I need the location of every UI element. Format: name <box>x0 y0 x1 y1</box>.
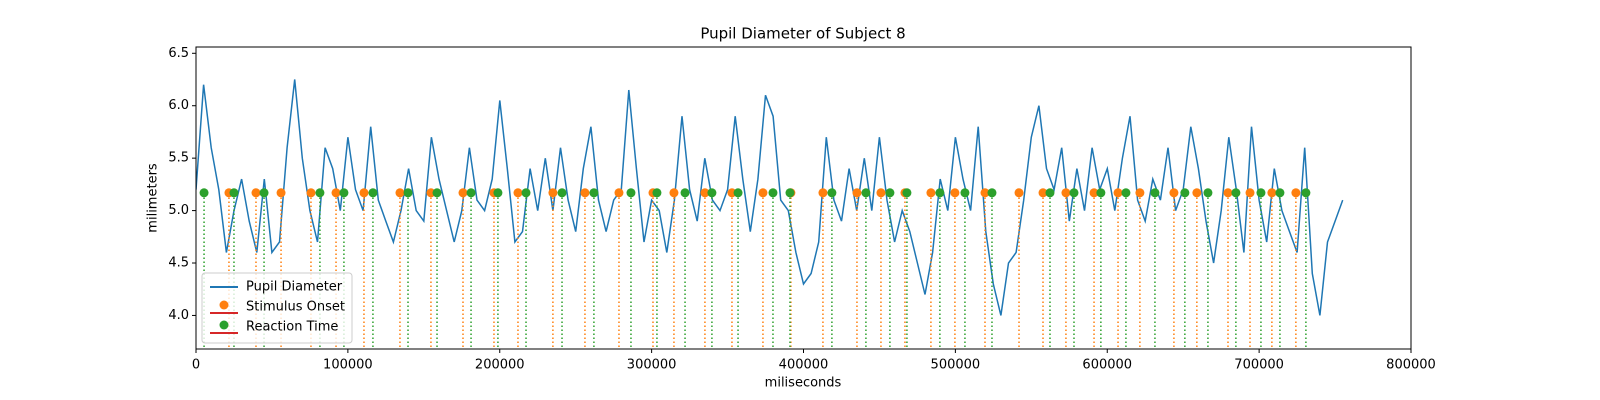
stem-marker <box>251 188 261 198</box>
stem-marker <box>466 188 476 198</box>
stem-marker <box>876 188 886 198</box>
stem-marker <box>395 188 405 198</box>
stem-marker <box>557 188 567 198</box>
stem-marker <box>785 188 795 198</box>
stem-marker <box>758 188 768 198</box>
stem-marker <box>1089 188 1099 198</box>
x-axis-label: miliseconds <box>765 376 842 391</box>
x-tick-label: 600000 <box>1082 358 1132 373</box>
stem-marker <box>980 188 990 198</box>
stem-marker <box>852 188 862 198</box>
stem-marker <box>700 188 710 198</box>
plot-area <box>196 79 1344 349</box>
stem-marker <box>368 188 378 198</box>
stem-marker <box>1121 188 1131 198</box>
y-tick-label: 6.0 <box>168 98 189 113</box>
stem-marker <box>987 188 997 198</box>
stem-marker <box>1180 188 1190 198</box>
stem-marker <box>1169 188 1179 198</box>
legend-swatch <box>219 320 229 330</box>
x-tick-label: 0 <box>192 358 200 373</box>
stem-marker <box>680 188 690 198</box>
stem-marker <box>1223 188 1233 198</box>
stem-marker <box>331 188 341 198</box>
stem-marker <box>580 188 590 198</box>
y-tick-label: 4.5 <box>168 256 189 271</box>
y-tick-label: 5.0 <box>168 203 189 218</box>
stem-marker <box>1203 188 1213 198</box>
stem-marker <box>1231 188 1241 198</box>
stem-marker <box>1096 188 1106 198</box>
stem-marker <box>768 188 778 198</box>
x-tick-label: 400000 <box>779 358 829 373</box>
stem-marker <box>827 188 837 198</box>
stem-marker <box>902 188 912 198</box>
stem-marker <box>513 188 523 198</box>
legend-label: Reaction Time <box>246 320 338 335</box>
stem-marker <box>1038 188 1048 198</box>
stem-marker <box>1301 188 1311 198</box>
legend-label: Pupil Diameter <box>246 280 343 295</box>
stem-marker <box>707 188 717 198</box>
chart-title: Pupil Diameter of Subject 8 <box>700 25 905 43</box>
y-tick-label: 6.5 <box>168 46 189 61</box>
stem-marker <box>1150 188 1160 198</box>
stem-marker <box>950 188 960 198</box>
stem-marker <box>818 188 828 198</box>
stem-marker <box>359 188 369 198</box>
stem-marker <box>229 188 239 198</box>
stem-marker <box>1061 188 1071 198</box>
y-tick-label: 4.0 <box>168 308 189 323</box>
stem-marker <box>432 188 442 198</box>
stem-marker <box>1014 188 1024 198</box>
stem-marker <box>960 188 970 198</box>
stem-marker <box>1135 188 1145 198</box>
stem-marker <box>935 188 945 198</box>
y-axis-label: milimeters <box>146 163 161 233</box>
stem-marker <box>626 188 636 198</box>
stem-marker <box>926 188 936 198</box>
stem-marker <box>199 188 209 198</box>
stem-marker <box>1045 188 1055 198</box>
stem-marker <box>733 188 743 198</box>
legend-label: Stimulus Onset <box>246 300 345 315</box>
stem-marker <box>589 188 599 198</box>
stem-marker <box>1256 188 1266 198</box>
stem-marker <box>885 188 895 198</box>
stem-marker <box>403 188 413 198</box>
x-tick-label: 300000 <box>627 358 677 373</box>
x-tick-label: 800000 <box>1386 358 1436 373</box>
x-tick-label: 100000 <box>323 358 373 373</box>
stem-marker <box>669 188 679 198</box>
stem-marker <box>315 188 325 198</box>
stem-marker <box>1275 188 1285 198</box>
data-line <box>196 79 1344 316</box>
legend-swatch <box>219 300 229 310</box>
stem-marker <box>652 188 662 198</box>
stem-marker <box>1291 188 1301 198</box>
y-tick-label: 5.5 <box>168 151 189 166</box>
stem-marker <box>339 188 349 198</box>
stem-marker <box>306 188 316 198</box>
stem-marker <box>861 188 871 198</box>
x-tick-label: 200000 <box>475 358 525 373</box>
stem-marker <box>1069 188 1079 198</box>
stem-marker <box>259 188 269 198</box>
stem-marker <box>1245 188 1255 198</box>
stem-marker <box>521 188 531 198</box>
legend-box <box>201 272 353 344</box>
stem-marker <box>493 188 503 198</box>
stem-marker <box>276 188 286 198</box>
x-tick-label: 500000 <box>931 358 981 373</box>
stem-marker <box>548 188 558 198</box>
stem-marker <box>614 188 624 198</box>
stem-marker <box>1192 188 1202 198</box>
stem-marker <box>1267 188 1277 198</box>
stem-marker <box>1113 188 1123 198</box>
x-tick-label: 700000 <box>1234 358 1284 373</box>
axes-frame <box>195 46 1412 350</box>
stem-marker <box>458 188 468 198</box>
